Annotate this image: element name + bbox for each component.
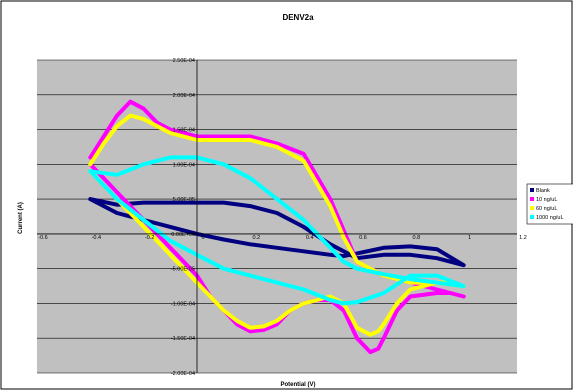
- y-axis-label: Current (A): [18, 202, 24, 234]
- series-layer: [88, 99, 466, 355]
- x-tick-label-9: 1.2: [519, 235, 527, 241]
- x-tick-label-7: 0.8: [413, 235, 421, 241]
- x-tick-label-4: 0.2: [253, 235, 261, 241]
- series-line-2: [88, 113, 466, 337]
- y-tick-label-7: 1.50E-04: [173, 128, 195, 134]
- x-tick-label-1: -0.4: [92, 235, 101, 241]
- axes: [37, 60, 517, 373]
- y-tick-label-2: -1.00E-04: [171, 301, 195, 307]
- legend-swatch-2: [530, 206, 534, 210]
- legend-swatch-0: [530, 188, 534, 192]
- series-line-3: [88, 155, 466, 306]
- y-tick-label-9: 2.50E-04: [173, 58, 195, 64]
- y-tick-label-0: -2.00E-04: [171, 371, 195, 377]
- y-tick-labels: -2.00E-04 -1.50E-04 -1.00E-04 -5.00E-05 0.00…: [171, 58, 195, 377]
- y-tick-label-3: -5.00E-05: [171, 267, 195, 273]
- legend-entry-3: 1000 ng/uL: [536, 215, 564, 221]
- y-tick-label-6: 1.00E-04: [173, 162, 195, 168]
- x-tick-labels: -0.6 -0.4 -0.2 0 0.2 0.4 0.6 0.8 1 1.2: [38, 235, 527, 241]
- chart-title: DENV2a: [282, 13, 314, 22]
- x-tick-label-2: -0.2: [145, 235, 154, 241]
- series-line-1: [88, 99, 466, 355]
- x-axis-label: Potential (V): [280, 382, 315, 388]
- x-tick-label-3: 0: [201, 235, 204, 241]
- legend-box: [526, 183, 573, 225]
- y-tick-label-4: 0.00E+00: [171, 232, 195, 238]
- legend-entry-2: 60 ng/uL: [536, 206, 557, 212]
- legend-swatch-1: [530, 197, 534, 201]
- legend-swatch-3: [530, 215, 534, 219]
- y-tick-label-5: 5.00E-05: [173, 197, 195, 203]
- legend-entry-0: Blank: [536, 188, 550, 194]
- x-tick-label-5: 0.4: [306, 235, 314, 241]
- series-line-0: [88, 197, 466, 268]
- y-tick-label-8: 2.00E-04: [173, 93, 195, 99]
- legend-entry-1: 10 ng/uL: [536, 197, 557, 203]
- x-tick-label-0: -0.6: [38, 235, 47, 241]
- legend: Blank 10 ng/uL 60 ng/uL 1000 ng/uL: [526, 183, 573, 225]
- x-tick-label-8: 1: [468, 235, 471, 241]
- x-tick-label-6: 0.6: [359, 235, 367, 241]
- y-tick-label-1: -1.50E-04: [171, 336, 195, 342]
